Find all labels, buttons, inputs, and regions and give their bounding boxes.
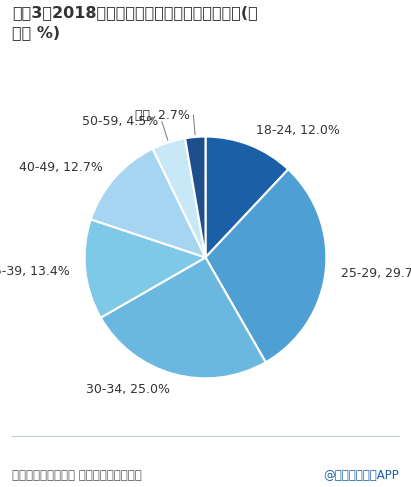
Wedge shape (152, 138, 206, 258)
Text: 资料来源：奥维云网 前瞻产业研究院整理: 资料来源：奥维云网 前瞻产业研究院整理 (12, 469, 142, 482)
Text: 18-24, 12.0%: 18-24, 12.0% (256, 124, 339, 137)
Text: @前瞻经济学人APP: @前瞻经济学人APP (323, 469, 399, 482)
Wedge shape (185, 136, 206, 258)
Wedge shape (85, 219, 206, 318)
Text: 25-29, 29.7%: 25-29, 29.7% (341, 267, 411, 280)
Text: 图表3：2018年中国净水器行业消费者年龄分布(单
位： %): 图表3：2018年中国净水器行业消费者年龄分布(单 位： %) (12, 5, 258, 39)
Text: 其他, 2.7%: 其他, 2.7% (135, 109, 190, 122)
Wedge shape (91, 149, 206, 258)
Text: 40-49, 12.7%: 40-49, 12.7% (19, 161, 103, 174)
Text: 35-39, 13.4%: 35-39, 13.4% (0, 264, 69, 278)
Text: 30-34, 25.0%: 30-34, 25.0% (86, 383, 170, 396)
Text: 50-59, 4.5%: 50-59, 4.5% (82, 115, 158, 128)
Wedge shape (206, 136, 288, 258)
Wedge shape (206, 169, 326, 362)
Wedge shape (101, 258, 266, 378)
